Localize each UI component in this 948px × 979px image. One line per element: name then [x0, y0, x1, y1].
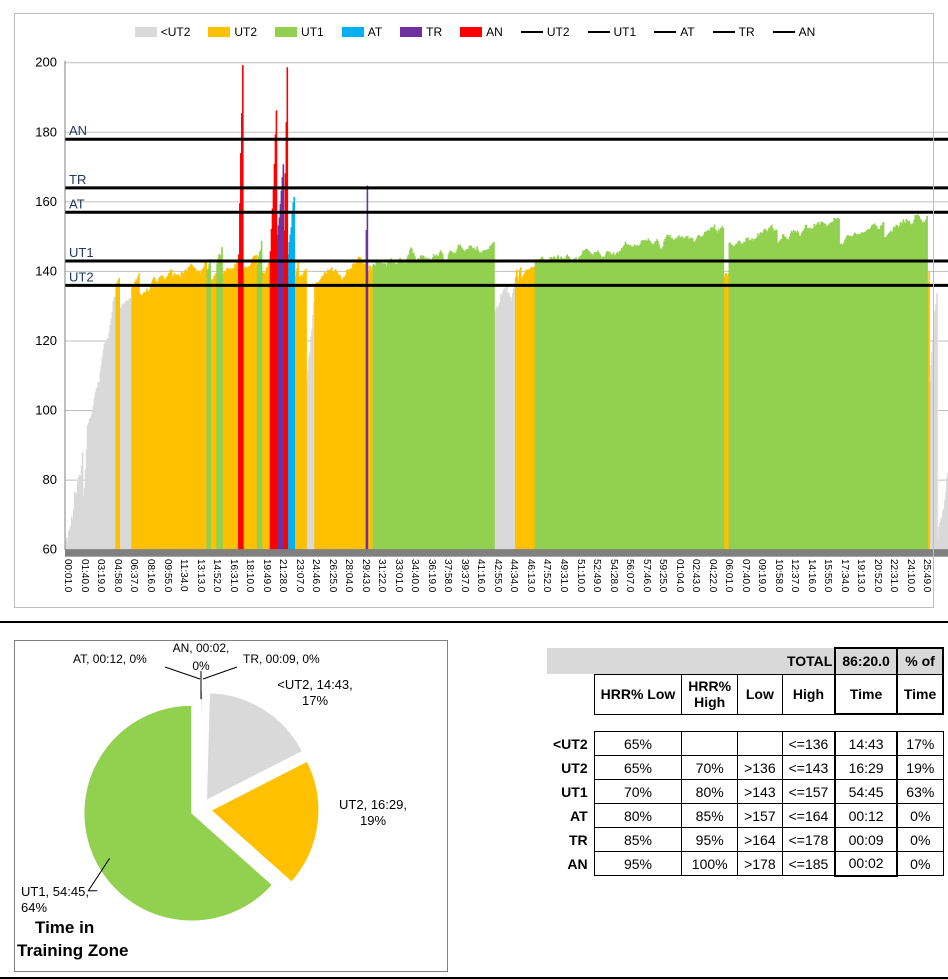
- svg-text:120: 120: [35, 333, 57, 348]
- svg-text:140: 140: [35, 263, 57, 278]
- svg-text:160: 160: [35, 194, 57, 209]
- svg-text:19%: 19%: [360, 813, 386, 828]
- svg-text:TR: TR: [69, 172, 86, 187]
- svg-text:Time in: Time in: [35, 918, 94, 937]
- svg-text:UT2: UT2: [69, 269, 94, 284]
- svg-text:Training Zone: Training Zone: [17, 941, 128, 960]
- svg-text:17%: 17%: [302, 693, 328, 708]
- svg-text:UT1, 54:45,: UT1, 54:45,: [21, 884, 89, 899]
- svg-text:60: 60: [43, 542, 57, 557]
- svg-text:AT, 00:12, 0%: AT, 00:12, 0%: [73, 652, 147, 666]
- svg-text:80: 80: [43, 472, 57, 487]
- svg-text:100: 100: [35, 403, 57, 418]
- svg-text:UT2, 16:29,: UT2, 16:29,: [339, 797, 407, 812]
- svg-text:200: 200: [35, 55, 57, 70]
- svg-text:AT: AT: [69, 196, 85, 211]
- svg-text:0%: 0%: [192, 659, 210, 673]
- svg-text:UT1: UT1: [69, 245, 94, 260]
- svg-text:<UT2, 14:43,: <UT2, 14:43,: [277, 677, 353, 692]
- svg-text:AN: AN: [69, 123, 87, 138]
- svg-text:64%: 64%: [21, 900, 47, 915]
- svg-text:180: 180: [35, 124, 57, 139]
- svg-text:TR, 00:09, 0%: TR, 00:09, 0%: [243, 652, 320, 666]
